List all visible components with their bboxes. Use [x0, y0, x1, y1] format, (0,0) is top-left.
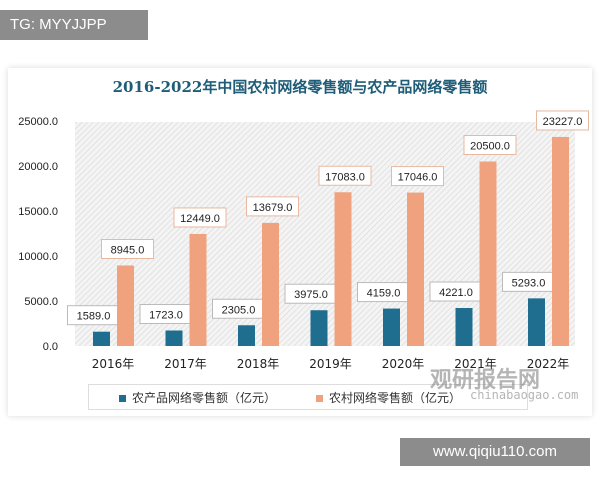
bar-0: [165, 330, 183, 346]
bar-0: [383, 308, 400, 346]
data-label-box: [463, 135, 517, 155]
y-tick-label: 10000.0: [18, 251, 58, 263]
logo-watermark: 观研报告网: [430, 368, 541, 393]
bar-0: [238, 325, 255, 346]
bar-0: [93, 331, 110, 346]
y-tick-label: 15000.0: [18, 206, 58, 218]
legend-item-series-1: 农村网络零售额（亿元）: [316, 389, 461, 406]
data-label: 2305.0: [222, 304, 256, 316]
x-tick-label: 2021年: [454, 357, 497, 371]
legend-item-series-0: 农产品网络零售额（亿元）: [119, 389, 276, 406]
x-tick-label: 2022年: [527, 357, 570, 371]
chart-title: 2016-2022年中国农村网络零售额与农产品网络零售额: [112, 78, 488, 96]
data-label: 4159.0: [367, 288, 401, 300]
data-label-box: [536, 110, 589, 131]
bar-1: [552, 136, 569, 346]
y-tick-label: 25000.0: [18, 116, 58, 128]
data-label: 17046.0: [398, 172, 438, 184]
data-label: 23227.0: [543, 116, 583, 128]
bar-1: [262, 222, 279, 346]
watermark-top: TG: MYYJJPP: [0, 10, 148, 40]
y-tick-label: 5000.0: [24, 296, 58, 308]
data-label: 3975.0: [294, 289, 328, 301]
data-label: 1723.0: [149, 309, 183, 321]
data-label: 17083.0: [325, 171, 365, 183]
x-tick-label: 2018年: [237, 357, 280, 371]
data-label-box: [101, 238, 154, 259]
legend-label: 农产品网络零售额（亿元）: [132, 390, 277, 405]
y-tick-label: 20000.0: [18, 161, 58, 173]
data-label: 4221.0: [439, 287, 473, 299]
y-tick-label: 0.0: [43, 341, 58, 353]
x-tick-label: 2019年: [309, 357, 352, 371]
bar-1: [334, 192, 352, 346]
data-label-box: [391, 166, 444, 187]
x-tick-label: 2017年: [164, 357, 207, 371]
data-label: 20500.0: [470, 141, 510, 153]
data-label: 13679.0: [253, 202, 293, 214]
legend: 农产品网络零售额（亿元） 农村网络零售额（亿元）: [88, 384, 528, 410]
bar-0: [455, 308, 473, 346]
data-label-box: [318, 165, 372, 186]
legend-swatch: [119, 394, 126, 402]
x-tick-label: 2016年: [92, 357, 135, 371]
legend-swatch: [316, 394, 324, 402]
data-label: 12449.0: [180, 213, 220, 225]
bar-1: [407, 192, 424, 346]
data-label: 8945.0: [111, 244, 145, 256]
bar-1: [189, 233, 207, 346]
x-tick-label: 2020年: [382, 357, 425, 371]
data-label: 5293.0: [512, 277, 546, 289]
data-label-box: [173, 207, 227, 228]
data-label: 1589.0: [77, 311, 111, 323]
watermark-bottom: www.qiqiu110.com: [400, 438, 590, 466]
bar-1: [117, 265, 134, 346]
bar-1: [479, 161, 497, 346]
data-label-box: [246, 196, 299, 217]
bar-0: [310, 310, 328, 346]
bar-0: [528, 298, 545, 346]
legend-label: 农村网络零售额（亿元）: [329, 390, 462, 405]
logo-watermark-en: chinabaogao.com: [470, 388, 579, 402]
